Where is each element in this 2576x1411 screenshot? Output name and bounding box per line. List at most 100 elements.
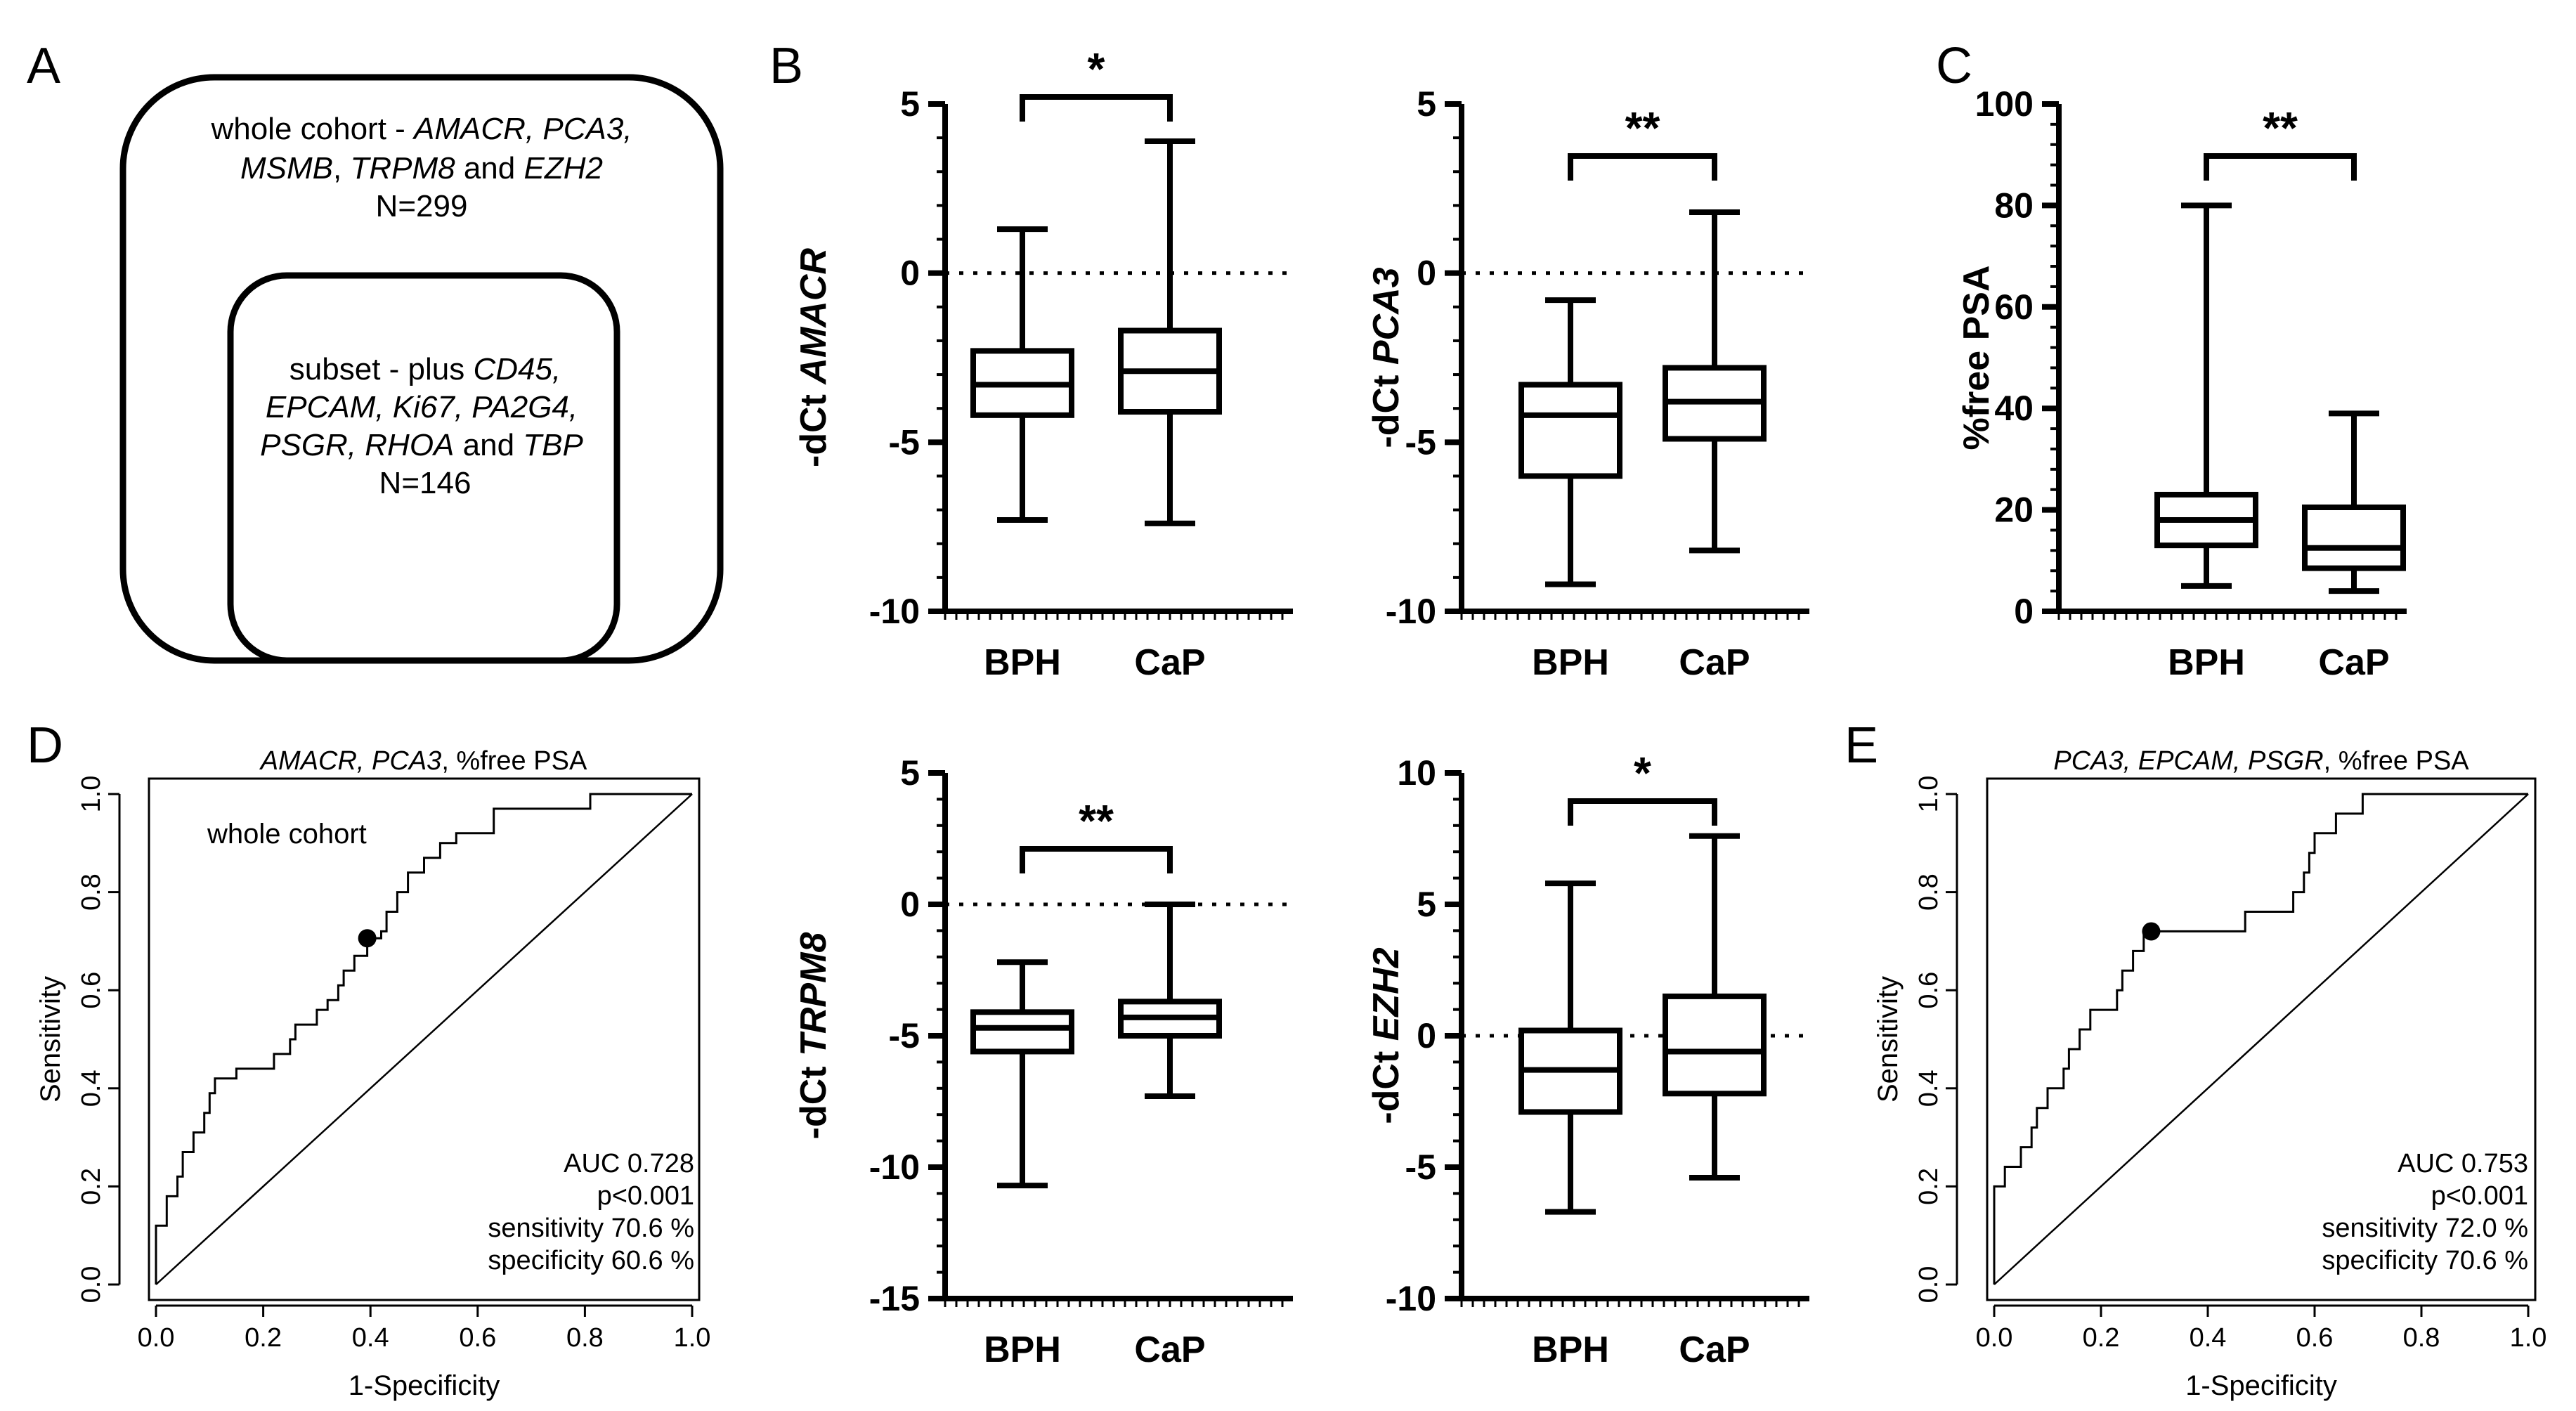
x-tick-label: 0.6 xyxy=(459,1323,496,1353)
x-tick-label: 0.2 xyxy=(2083,1323,2120,1353)
y-tick-label: 20 xyxy=(1994,490,2034,530)
roc-stat-line: AUC 0.753 xyxy=(2398,1149,2528,1178)
roc-stat-line: AUC 0.728 xyxy=(564,1149,694,1178)
x-tick-label: 0.4 xyxy=(352,1323,389,1353)
whole-cohort-label-line2: MSMB, TRPM8 and EZH2 xyxy=(240,151,603,186)
y-tick-label: 5 xyxy=(900,753,920,793)
y-tick-label: 0.8 xyxy=(77,873,106,911)
y-axis-label-prefix: -dCt xyxy=(793,384,834,467)
x-tick-label: 0.2 xyxy=(245,1323,282,1353)
x-tick-label: 0.4 xyxy=(2190,1323,2227,1353)
box-iqr xyxy=(2302,504,2406,571)
y-tick-label: 60 xyxy=(1994,287,2034,327)
significance-bracket xyxy=(1568,153,1717,181)
significance-bracket xyxy=(1020,846,1173,873)
significance-bracket xyxy=(1568,798,1717,826)
category-label: BPH xyxy=(984,642,1061,683)
roc-stat-line: sensitivity 72.0 % xyxy=(2322,1214,2528,1243)
x-tick-label: 0.8 xyxy=(566,1323,604,1353)
y-tick-label: 0.2 xyxy=(1914,1168,1944,1205)
y-tick-label: 40 xyxy=(1994,389,2034,428)
y-axis-label-gene: %free PSA xyxy=(1956,266,1997,450)
category-label: CaP xyxy=(1134,1329,1205,1370)
y-tick-label: -5 xyxy=(1405,1147,1436,1187)
y-tick-label: -10 xyxy=(1386,1279,1436,1318)
y-tick-label: 0 xyxy=(1417,254,1436,293)
y-axis-label: %free PSA xyxy=(1956,266,1997,450)
category-label: BPH xyxy=(984,1329,1061,1370)
panel-letter-b: B xyxy=(769,38,803,94)
y-tick-label: -10 xyxy=(869,592,920,631)
y-tick-label: 1.0 xyxy=(77,776,106,813)
boxplot-trpm8: 5 0 -5 -10 -15 BPH CaP ** -dCt TRPM8 xyxy=(793,753,1293,1370)
y-tick-label: 5 xyxy=(900,84,920,124)
box-iqr xyxy=(970,1009,1074,1055)
significance-bracket xyxy=(2204,153,2357,181)
y-tick-label: -10 xyxy=(1386,592,1436,631)
chance-diagonal xyxy=(1993,793,2529,1285)
roc-title-genes: AMACR, PCA3 xyxy=(259,746,442,776)
y-axis-label-gene: EZH2 xyxy=(1366,947,1407,1041)
roc-title: PCA3, EPCAM, PSGR, %free PSA xyxy=(2053,746,2469,776)
y-tick-label: 0.2 xyxy=(77,1168,106,1205)
plot-frame xyxy=(148,777,701,1301)
panel-letter-e: E xyxy=(1845,717,1878,774)
significance-marker: ** xyxy=(1625,103,1660,153)
y-tick-label: -5 xyxy=(889,1016,920,1055)
y-tick-label: -10 xyxy=(869,1147,920,1187)
roc-stat-line: specificity 70.6 % xyxy=(2322,1246,2528,1275)
optimal-cutoff-point xyxy=(358,929,377,948)
y-axis-label: Sensitivity xyxy=(1873,976,1904,1103)
y-axis-label: Sensitivity xyxy=(35,976,66,1103)
roc-title-rest: , %free PSA xyxy=(441,746,587,776)
category-label: BPH xyxy=(1532,1329,1609,1370)
y-tick-label: -5 xyxy=(889,422,920,462)
boxplot-pca3: 5 0 -5 -10 BPH CaP ** -dCt PCA3 xyxy=(1366,84,1809,683)
y-tick-label: 0.4 xyxy=(77,1069,106,1107)
y-tick-label: 0 xyxy=(900,254,920,293)
whole-cohort-n: N=299 xyxy=(376,189,468,223)
y-tick-label: 1.0 xyxy=(1914,776,1944,813)
x-tick-label: 1.0 xyxy=(674,1323,711,1353)
x-tick-label: 0.8 xyxy=(2403,1323,2440,1353)
category-label: CaP xyxy=(1134,642,1205,683)
significance-marker: ** xyxy=(1079,795,1114,846)
y-tick-label: -5 xyxy=(1405,422,1436,462)
subset-label-line1: subset - plus CD45, xyxy=(290,352,561,386)
x-tick-label: 1.0 xyxy=(2510,1323,2547,1353)
y-tick-label: 0 xyxy=(2014,592,2034,631)
x-tick-label: 0.6 xyxy=(2296,1323,2334,1353)
panel-letter-d: D xyxy=(27,717,63,774)
significance-bracket xyxy=(1020,94,1173,122)
category-label: BPH xyxy=(1532,642,1609,683)
box-iqr xyxy=(1663,993,1767,1097)
roc-title: AMACR, PCA3, %free PSA xyxy=(259,746,587,776)
x-axis-label: 1-Specificity xyxy=(2185,1370,2337,1401)
panel-letter-c: C xyxy=(1936,38,1972,94)
box-iqr xyxy=(1518,382,1622,479)
y-axis-label-prefix: -dCt xyxy=(1366,365,1407,448)
y-axis-label-gene: PCA3 xyxy=(1366,267,1407,365)
roc-stat-line: sensitivity 70.6 % xyxy=(488,1214,694,1243)
cohort-annotation: whole cohort xyxy=(207,819,367,850)
y-tick-label: 0.0 xyxy=(1914,1266,1944,1303)
significance-marker: ** xyxy=(2263,103,2298,153)
roc-stat-line: specificity 60.6 % xyxy=(488,1246,694,1275)
y-axis-label-gene: AMACR xyxy=(793,248,834,386)
y-tick-label: 10 xyxy=(1397,753,1436,793)
x-axis-label: 1-Specificity xyxy=(349,1370,500,1401)
whole-cohort-label-line1: whole cohort - AMACR, PCA3, xyxy=(210,112,632,146)
boxplot-amacr: 5 0 -5 -10 BPH CaP * -dCt AMACR xyxy=(793,44,1293,683)
category-label: CaP xyxy=(1679,642,1750,683)
y-axis-label-gene: TRPM8 xyxy=(793,932,834,1056)
chance-diagonal xyxy=(155,793,693,1285)
subset-label-line2: EPCAM, Ki67, PA2G4, xyxy=(266,390,578,424)
y-tick-label: -15 xyxy=(869,1279,920,1318)
optimal-cutoff-point xyxy=(2142,922,2161,941)
y-tick-label: 0.4 xyxy=(1914,1069,1944,1107)
panel-letter-a: A xyxy=(27,38,60,94)
subset-box xyxy=(227,272,620,664)
panel-a-cohort-diagram: whole cohort - AMACR, PCA3, MSMB, TRPM8 … xyxy=(119,74,724,664)
y-tick-label: 0 xyxy=(900,885,920,924)
